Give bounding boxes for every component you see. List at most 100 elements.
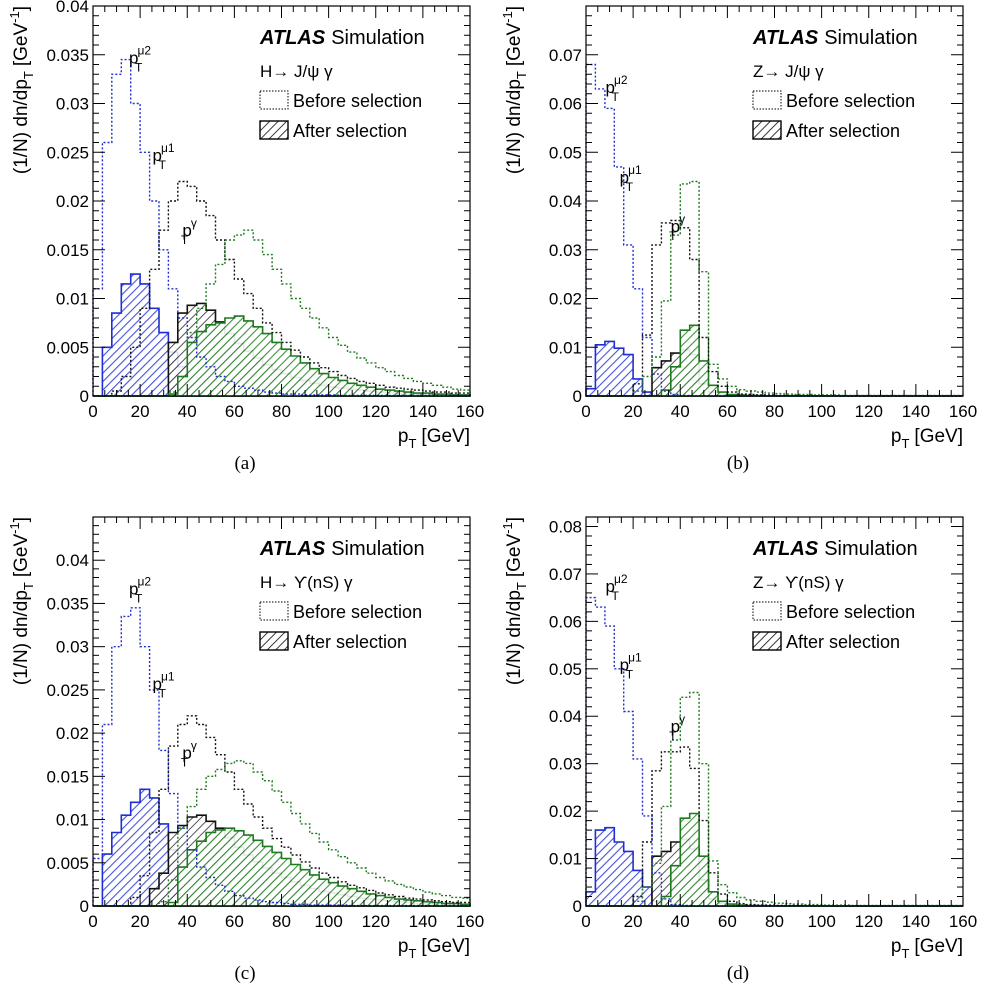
- y-tick-label: 0.04: [549, 707, 582, 726]
- y-tick-label: 0.01: [549, 338, 582, 357]
- y-axis-title: (1/N) dn/dpT[GeV-1]: [7, 6, 36, 174]
- label-pt-gamma: pγ T: [181, 216, 197, 247]
- panel-caption: (a): [234, 453, 255, 474]
- y-tick-label: 0.005: [46, 338, 89, 357]
- y-tick-label: 0: [573, 387, 582, 406]
- x-tick-label: 20: [131, 402, 150, 421]
- y-axis: 0 0.005 0.01 0.015 0.02 0.025 0.03 0.035 0.04 (1/…: [7, 516, 470, 916]
- y-tick-label: 0: [80, 387, 89, 406]
- legend: Before selection After selection: [752, 90, 915, 141]
- y-tick-label: 0.06: [549, 95, 582, 114]
- x-tick-label: 160: [456, 402, 484, 421]
- x-tick-label: 0: [88, 402, 97, 421]
- x-tick-label: 0: [88, 912, 97, 931]
- y-tick-label: 0.02: [56, 724, 89, 743]
- x-tick-label: 60: [718, 912, 737, 931]
- y-tick-label: 0.03: [549, 755, 582, 774]
- y-tick-label: 0.02: [549, 290, 582, 309]
- y-tick-label: 0.035: [46, 46, 89, 65]
- label-pt-gamma: pγ T: [669, 712, 685, 743]
- x-tick-label: 20: [624, 402, 643, 421]
- chart-panel-a: 0 20 40 60 80 100 120 140 160 pT [GeV] 0 0.005 0.01 0.…: [7, 0, 484, 474]
- atlas-label: ATLAS Simulation: [259, 27, 425, 49]
- y-tick-label: 0.02: [56, 192, 89, 211]
- y-tick-label: 0.04: [56, 551, 89, 570]
- atlas-label: ATLAS Simulation: [752, 27, 918, 49]
- x-tick-label: 100: [807, 912, 835, 931]
- y-tick-label: 0.01: [56, 811, 89, 830]
- legend-label-before: Before selection: [786, 91, 915, 111]
- x-tick-label: 140: [409, 402, 437, 421]
- label-pt-gamma: pγ T: [181, 739, 197, 770]
- y-tick-label: 0: [80, 897, 89, 916]
- x-tick-label: 0: [581, 912, 590, 931]
- panel-caption: (c): [234, 963, 255, 984]
- y-tick-label: 0.015: [46, 767, 89, 786]
- process-label: H→ ϒ(nS) γ: [260, 573, 353, 592]
- x-tick-label: 60: [225, 402, 244, 421]
- x-tick-label: 100: [807, 402, 835, 421]
- x-tick-label: 40: [178, 912, 197, 931]
- histogram-mu1-before: [93, 180, 471, 397]
- y-tick-label: 0.07: [549, 46, 582, 65]
- panel-caption: (b): [727, 453, 749, 474]
- x-axis: 0 20 40 60 80 100 120 140 160 pT [GeV]: [581, 6, 977, 451]
- y-tick-label: 0.06: [549, 612, 582, 631]
- label-pt-mu2: pμ2 T: [129, 44, 151, 75]
- x-axis: 0 20 40 60 80 100 120 140 160 pT [GeV]: [88, 6, 484, 451]
- legend-label-after: After selection: [786, 121, 900, 141]
- legend-swatch-before: [752, 601, 782, 621]
- x-tick-label: 160: [949, 402, 977, 421]
- legend: Before selection After selection: [259, 90, 422, 141]
- label-pt-gamma: pγ T: [669, 212, 685, 243]
- y-tick-label: 0.03: [56, 95, 89, 114]
- x-tick-label: 80: [765, 402, 784, 421]
- label-pt-mu2: pμ2 T: [605, 572, 627, 603]
- x-tick-label: 140: [902, 912, 930, 931]
- legend-swatch-before: [259, 601, 289, 621]
- panel-caption: (d): [727, 963, 749, 984]
- legend: Before selection After selection: [259, 601, 422, 652]
- label-pt-mu1: pμ1 T: [620, 650, 642, 681]
- y-tick-label: 0.05: [549, 143, 582, 162]
- y-axis: 0 0.01 0.02 0.03 0.04 0.05 0.06 0.07 0.08 (1/N) d…: [500, 516, 963, 916]
- histogram-mu2-before: [585, 63, 963, 397]
- x-tick-label: 100: [314, 912, 342, 931]
- x-axis-title: pT [GeV]: [398, 426, 470, 451]
- y-tick-label: 0.025: [46, 143, 89, 162]
- legend-label-after: After selection: [293, 121, 407, 141]
- x-tick-label: 160: [949, 912, 977, 931]
- legend-swatch-after: [259, 120, 289, 140]
- label-pt-mu1: pμ1 T: [153, 141, 175, 172]
- y-tick-label: 0.005: [46, 854, 89, 873]
- x-axis-title: pT [GeV]: [891, 426, 963, 451]
- legend-label-after: After selection: [293, 632, 407, 652]
- x-axis: 0 20 40 60 80 100 120 140 160 pT [GeV]: [581, 517, 977, 961]
- x-tick-label: 140: [409, 912, 437, 931]
- y-tick-label: 0.04: [56, 0, 89, 16]
- y-tick-label: 0.03: [549, 241, 582, 260]
- label-pt-mu2: pμ2 T: [605, 73, 627, 104]
- x-tick-label: 120: [855, 912, 883, 931]
- y-tick-label: 0.04: [549, 192, 582, 211]
- label-pt-mu1: pμ1 T: [153, 670, 175, 701]
- legend-swatch-after: [752, 631, 782, 651]
- y-tick-label: 0.025: [46, 681, 89, 700]
- chart-panel-b: 0 20 40 60 80 100 120 140 160 pT [GeV] 0 0.01 0.02 0.0…: [500, 5, 977, 474]
- x-tick-label: 100: [314, 402, 342, 421]
- legend-swatch-before: [752, 90, 782, 110]
- x-tick-label: 140: [902, 402, 930, 421]
- legend-label-before: Before selection: [293, 602, 422, 622]
- chart-panel-d: 0 20 40 60 80 100 120 140 160 pT [GeV] 0 0.01 0.02 0.0…: [500, 516, 977, 984]
- y-axis-title: (1/N) dn/dpT[GeV-1]: [7, 517, 36, 685]
- y-tick-label: 0: [573, 897, 582, 916]
- label-pt-mu2: pμ2 T: [129, 574, 151, 605]
- y-tick-label: 0.01: [56, 290, 89, 309]
- x-tick-label: 160: [456, 912, 484, 931]
- x-tick-label: 120: [362, 912, 390, 931]
- legend-swatch-after: [752, 120, 782, 140]
- legend-label-before: Before selection: [786, 602, 915, 622]
- histogram-gamma-before: [93, 760, 471, 907]
- x-tick-label: 0: [581, 402, 590, 421]
